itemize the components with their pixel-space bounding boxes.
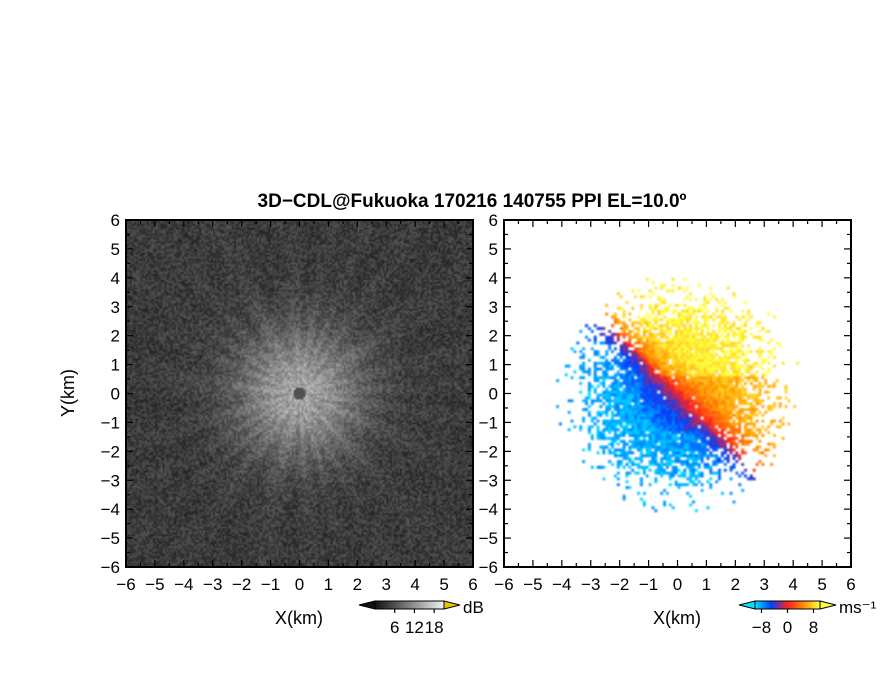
velocity-xlabel: X(km) bbox=[653, 608, 701, 628]
reflectivity-xtick-label: −1 bbox=[261, 575, 280, 594]
velocity-xtick-label: 1 bbox=[702, 575, 711, 594]
velocity-colorbar-tick-label: 0 bbox=[783, 618, 792, 637]
reflectivity-ytick-label: −2 bbox=[101, 442, 120, 461]
reflectivity-ytick-label: 6 bbox=[111, 211, 120, 230]
velocity-colorbar-end-arrow bbox=[819, 600, 837, 610]
reflectivity-xtick-label: −6 bbox=[116, 575, 135, 594]
reflectivity-ylabel: Y(km) bbox=[58, 369, 78, 417]
reflectivity-colorbar: 6 12 18 dB bbox=[358, 598, 484, 637]
velocity-colorbar: −8 0 8 ms⁻¹ bbox=[738, 598, 877, 637]
reflectivity-xtick-label: 0 bbox=[295, 575, 304, 594]
velocity-xtick-label: −2 bbox=[610, 575, 629, 594]
reflectivity-colorbar-unit: dB bbox=[463, 598, 484, 617]
reflectivity-colorbar-bar bbox=[374, 600, 445, 610]
reflectivity-ytick-label: −6 bbox=[101, 558, 120, 577]
reflectivity-ytick-label: −1 bbox=[101, 413, 120, 432]
velocity-ytick-label: −6 bbox=[479, 558, 498, 577]
reflectivity-colorbar-end-arrow bbox=[443, 600, 461, 610]
reflectivity-ytick-label: 2 bbox=[111, 327, 120, 346]
velocity-xtick-label: −5 bbox=[523, 575, 542, 594]
velocity-xtick-label: 6 bbox=[846, 575, 855, 594]
velocity-ytick-label: 5 bbox=[489, 240, 498, 259]
velocity-ytick-label: −1 bbox=[479, 413, 498, 432]
velocity-colorbar-start-arrow bbox=[738, 600, 756, 610]
reflectivity-xtick-label: −5 bbox=[145, 575, 164, 594]
reflectivity-xtick-label: 4 bbox=[410, 575, 419, 594]
velocity-xtick-label: −1 bbox=[639, 575, 658, 594]
velocity-xtick-label: 5 bbox=[817, 575, 826, 594]
reflectivity-xtick-label: 3 bbox=[382, 575, 391, 594]
velocity-field bbox=[504, 220, 851, 567]
reflectivity-xtick-label: −4 bbox=[174, 575, 193, 594]
velocity-colorbar-tick-label: −8 bbox=[752, 618, 771, 637]
reflectivity-field bbox=[126, 220, 473, 567]
reflectivity-xtick-label: −3 bbox=[203, 575, 222, 594]
velocity-colorbar-tick-label: 8 bbox=[809, 618, 818, 637]
velocity-colorbar-unit: ms⁻¹ bbox=[839, 598, 877, 617]
velocity-xtick-label: −3 bbox=[581, 575, 600, 594]
reflectivity-ytick-label: 0 bbox=[111, 385, 120, 404]
reflectivity-xtick-label: 1 bbox=[324, 575, 333, 594]
velocity-xtick-label: 0 bbox=[673, 575, 682, 594]
velocity-ytick-label: −5 bbox=[479, 529, 498, 548]
velocity-colorbar-bar bbox=[754, 600, 821, 610]
reflectivity-xtick-label: −2 bbox=[232, 575, 251, 594]
reflectivity-ytick-label: −4 bbox=[101, 500, 120, 519]
reflectivity-colorbar-tick-label: 6 bbox=[390, 618, 399, 637]
velocity-ytick-label: 6 bbox=[489, 211, 498, 230]
reflectivity-ytick-label: −3 bbox=[101, 471, 120, 490]
reflectivity-colorbar-start-arrow bbox=[358, 600, 376, 610]
reflectivity-ytick-label: 5 bbox=[111, 240, 120, 259]
velocity-ytick-label: 2 bbox=[489, 327, 498, 346]
reflectivity-colorbar-tick-label: 18 bbox=[425, 618, 444, 637]
velocity-xtick-label: −6 bbox=[494, 575, 513, 594]
velocity-ytick-label: 0 bbox=[489, 385, 498, 404]
reflectivity-ytick-label: 4 bbox=[111, 269, 120, 288]
velocity-ytick-label: −4 bbox=[479, 500, 498, 519]
velocity-xtick-label: 2 bbox=[731, 575, 740, 594]
velocity-ytick-label: −2 bbox=[479, 442, 498, 461]
reflectivity-ytick-label: −5 bbox=[101, 529, 120, 548]
velocity-ytick-label: 3 bbox=[489, 298, 498, 317]
reflectivity-xtick-label: 2 bbox=[353, 575, 362, 594]
reflectivity-xlabel: X(km) bbox=[275, 608, 323, 628]
reflectivity-xtick-label: 6 bbox=[468, 575, 477, 594]
velocity-ytick-label: 1 bbox=[489, 356, 498, 375]
velocity-xtick-label: 4 bbox=[788, 575, 797, 594]
reflectivity-xtick-label: 5 bbox=[439, 575, 448, 594]
velocity-xtick-label: −4 bbox=[552, 575, 571, 594]
velocity-ytick-label: −3 bbox=[479, 471, 498, 490]
reflectivity-ytick-label: 3 bbox=[111, 298, 120, 317]
velocity-xtick-label: 3 bbox=[760, 575, 769, 594]
velocity-ytick-label: 4 bbox=[489, 269, 498, 288]
figure-title: 3D−CDL@Fukuoka 170216 140755 PPI EL=10.0… bbox=[258, 191, 687, 212]
reflectivity-colorbar-tick-label: 12 bbox=[405, 618, 424, 637]
reflectivity-ytick-label: 1 bbox=[111, 356, 120, 375]
